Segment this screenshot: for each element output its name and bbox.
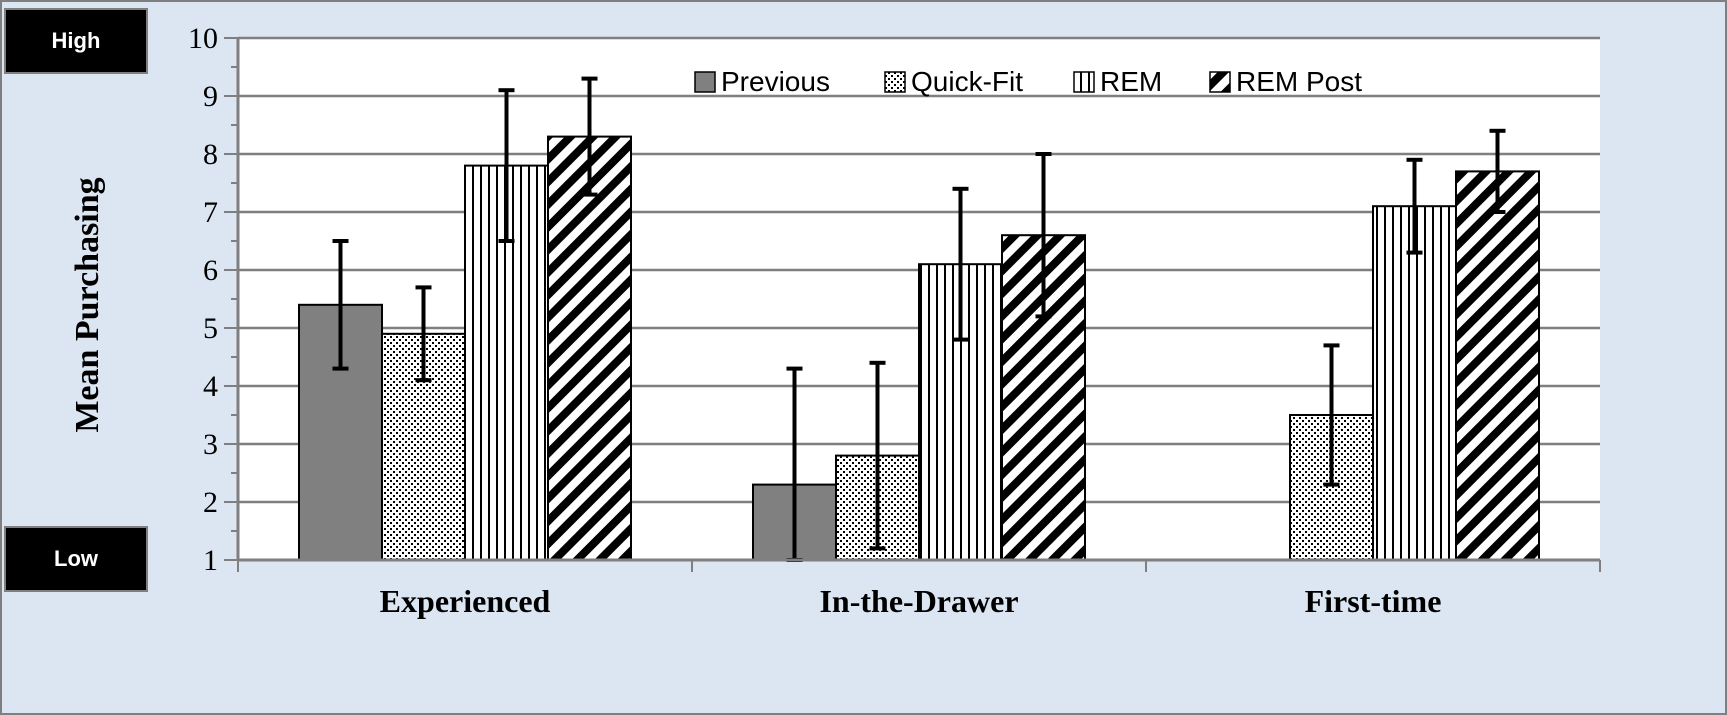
- category-label: Experienced: [380, 583, 551, 619]
- bar: [1372, 205, 1457, 561]
- y-tick-label: 9: [203, 80, 218, 113]
- y-tick-label: 10: [188, 22, 218, 55]
- y-tick-label: 5: [203, 312, 218, 345]
- category-label: In-the-Drawer: [819, 583, 1018, 619]
- legend-label: Previous: [721, 66, 830, 97]
- legend-label: REM: [1100, 66, 1162, 97]
- axes: [224, 37, 1601, 572]
- low-badge: Low: [4, 526, 148, 592]
- legend-swatch: [1209, 71, 1231, 93]
- legend: Previous Quick-Fit REM REM Post: [694, 66, 1362, 97]
- legend-label: REM Post: [1236, 66, 1362, 97]
- high-badge: High: [4, 8, 148, 74]
- y-tick-label: 8: [203, 138, 218, 171]
- category-labels: Experienced In-the-Drawer First-time: [380, 583, 1442, 619]
- y-tick-label: 3: [203, 428, 218, 461]
- bar: [1455, 170, 1540, 561]
- legend-swatch: [884, 71, 906, 93]
- y-tick-labels: 1 2 3 4 5 6 7 8 9 10: [188, 22, 218, 577]
- error-bars: [332, 76, 1506, 562]
- legend-swatch: [1073, 71, 1095, 93]
- y-axis-title: Mean Purchasing: [69, 177, 106, 432]
- y-tick-label: 6: [203, 254, 218, 287]
- y-tick-label: 1: [203, 544, 218, 577]
- category-label: First-time: [1305, 583, 1442, 619]
- y-tick-label: 4: [203, 370, 218, 403]
- y-tick-label: 2: [203, 486, 218, 519]
- bar: [547, 135, 632, 561]
- y-tick-label: 7: [203, 196, 218, 229]
- legend-swatch: [694, 71, 716, 93]
- legend-label: Quick-Fit: [911, 66, 1023, 97]
